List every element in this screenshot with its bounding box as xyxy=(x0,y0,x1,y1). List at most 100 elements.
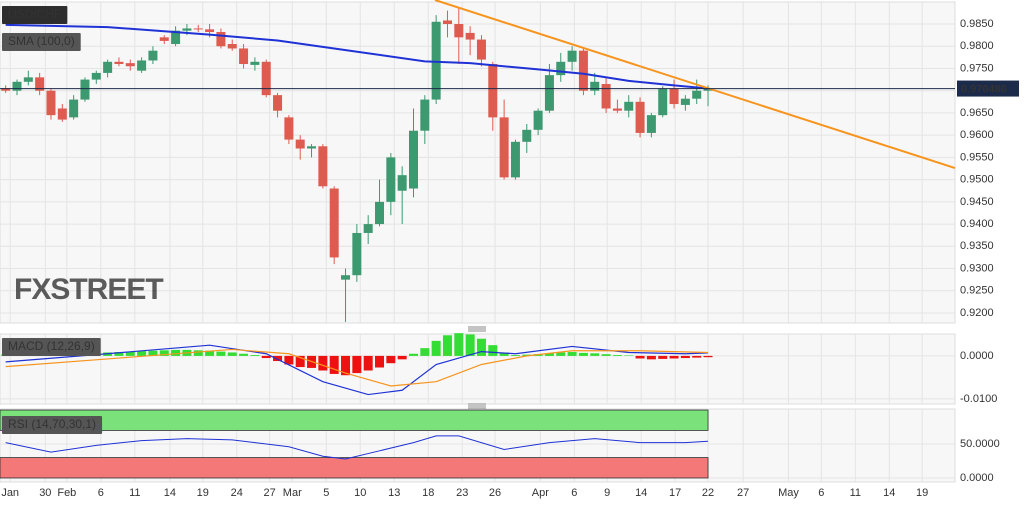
y-tick-label: 0.9300 xyxy=(960,262,994,274)
histogram-bar xyxy=(680,355,690,359)
candle-body xyxy=(544,75,554,111)
histogram-bar xyxy=(431,340,441,356)
histogram-bar xyxy=(635,355,645,359)
candle-body xyxy=(57,108,67,120)
candle-body xyxy=(488,64,498,118)
x-tick-label: 10 xyxy=(354,487,366,499)
candle-body xyxy=(261,61,271,96)
histogram-bar xyxy=(669,355,679,359)
candle-body xyxy=(522,129,532,142)
candle-body xyxy=(465,32,475,40)
candle-body xyxy=(510,141,520,178)
x-tick-label: 9 xyxy=(604,487,610,499)
histogram-bar xyxy=(408,353,418,356)
y-tick-label: 0.9800 xyxy=(960,40,994,52)
histogram-bar xyxy=(578,352,588,356)
candle-body xyxy=(703,88,713,91)
x-tick-label: 14 xyxy=(164,487,176,499)
candle-body xyxy=(193,28,203,30)
histogram-bar xyxy=(658,355,668,359)
rsi-band xyxy=(0,409,709,431)
histogram-bar xyxy=(544,353,554,356)
panel-label: USD/CHF xyxy=(8,7,61,21)
y-tick-label: 0.9500 xyxy=(960,174,994,186)
panel-label: SMA (100,0) xyxy=(8,34,75,48)
histogram-bar xyxy=(397,355,407,360)
candle-body xyxy=(318,146,328,187)
x-tick-label: 30 xyxy=(39,487,51,499)
candle-body xyxy=(159,37,169,41)
y-tick-label: 0.9400 xyxy=(960,218,994,230)
candle-body xyxy=(125,63,135,67)
x-tick-label: 27 xyxy=(737,487,749,499)
sma-line xyxy=(5,23,709,90)
candle-body xyxy=(556,61,566,76)
histogram-bar xyxy=(624,355,634,356)
candle-body xyxy=(386,157,396,202)
x-tick-label: 5 xyxy=(323,487,329,499)
candle-body xyxy=(329,188,339,258)
histogram-bar xyxy=(341,355,351,376)
x-tick-label: 17 xyxy=(669,487,681,499)
candle-body xyxy=(363,224,373,233)
histogram-bar xyxy=(261,355,271,359)
histogram-bar xyxy=(375,355,385,368)
candle-body xyxy=(692,90,702,99)
candle-body xyxy=(454,24,464,38)
candle-body xyxy=(578,50,588,91)
y-tick-label: 0.0000 xyxy=(960,472,994,484)
x-tick-label: 24 xyxy=(231,487,243,499)
y-tick-label: 0.9200 xyxy=(960,307,994,319)
x-tick-label: 14 xyxy=(883,487,895,499)
candle-body xyxy=(397,175,407,191)
histogram-bar xyxy=(148,350,158,356)
x-tick-label: May xyxy=(778,487,799,499)
histogram-bar xyxy=(601,354,611,356)
candle-body xyxy=(341,275,351,280)
histogram-bar xyxy=(227,352,237,356)
x-tick-label: 6 xyxy=(818,487,824,499)
last-price-box xyxy=(957,80,1019,97)
histogram-bar xyxy=(363,355,373,371)
candle-body xyxy=(205,29,215,33)
y-tick-label: 0.9850 xyxy=(960,18,994,30)
y-tick-label: 0.9650 xyxy=(960,107,994,119)
panel-label: RSI (14,70,30,1) xyxy=(8,417,96,431)
candle-body xyxy=(273,95,283,111)
y-tick-label: 0.9250 xyxy=(960,285,994,297)
rsi-band xyxy=(0,457,709,479)
panel-label-box xyxy=(2,338,101,356)
candle-body xyxy=(35,77,45,91)
candle-body xyxy=(442,20,452,25)
panel-label-box xyxy=(2,6,68,24)
histogram-bar xyxy=(159,350,169,356)
x-tick-label: 6 xyxy=(571,487,577,499)
histogram-bar xyxy=(329,355,339,374)
candle-body xyxy=(284,117,294,140)
histogram-bar xyxy=(114,352,124,356)
candle-body xyxy=(646,115,656,133)
y-tick-label: 0.0000 xyxy=(960,350,994,362)
histogram-bar xyxy=(612,355,622,356)
candle-body xyxy=(352,232,362,276)
histogram-bar xyxy=(205,350,215,356)
histogram-bar xyxy=(250,355,260,356)
histogram-bar xyxy=(125,351,135,356)
histogram-bar xyxy=(137,351,147,356)
last-price-label: 0.970480 xyxy=(961,83,1007,95)
x-tick-label: 19 xyxy=(197,487,209,499)
histogram-bar xyxy=(386,355,396,364)
candle-body xyxy=(635,101,645,133)
y-tick-label: -0.0100 xyxy=(960,393,997,405)
candle-body xyxy=(216,32,226,47)
candle-body xyxy=(250,61,260,65)
candle-body xyxy=(23,77,33,82)
x-tick-label: 23 xyxy=(456,487,468,499)
histogram-bar xyxy=(488,345,498,356)
histogram-bar xyxy=(556,352,566,356)
histogram-bar xyxy=(703,355,713,358)
histogram-bar xyxy=(510,355,520,356)
x-tick-label: 14 xyxy=(635,487,647,499)
candle-body xyxy=(1,88,11,91)
